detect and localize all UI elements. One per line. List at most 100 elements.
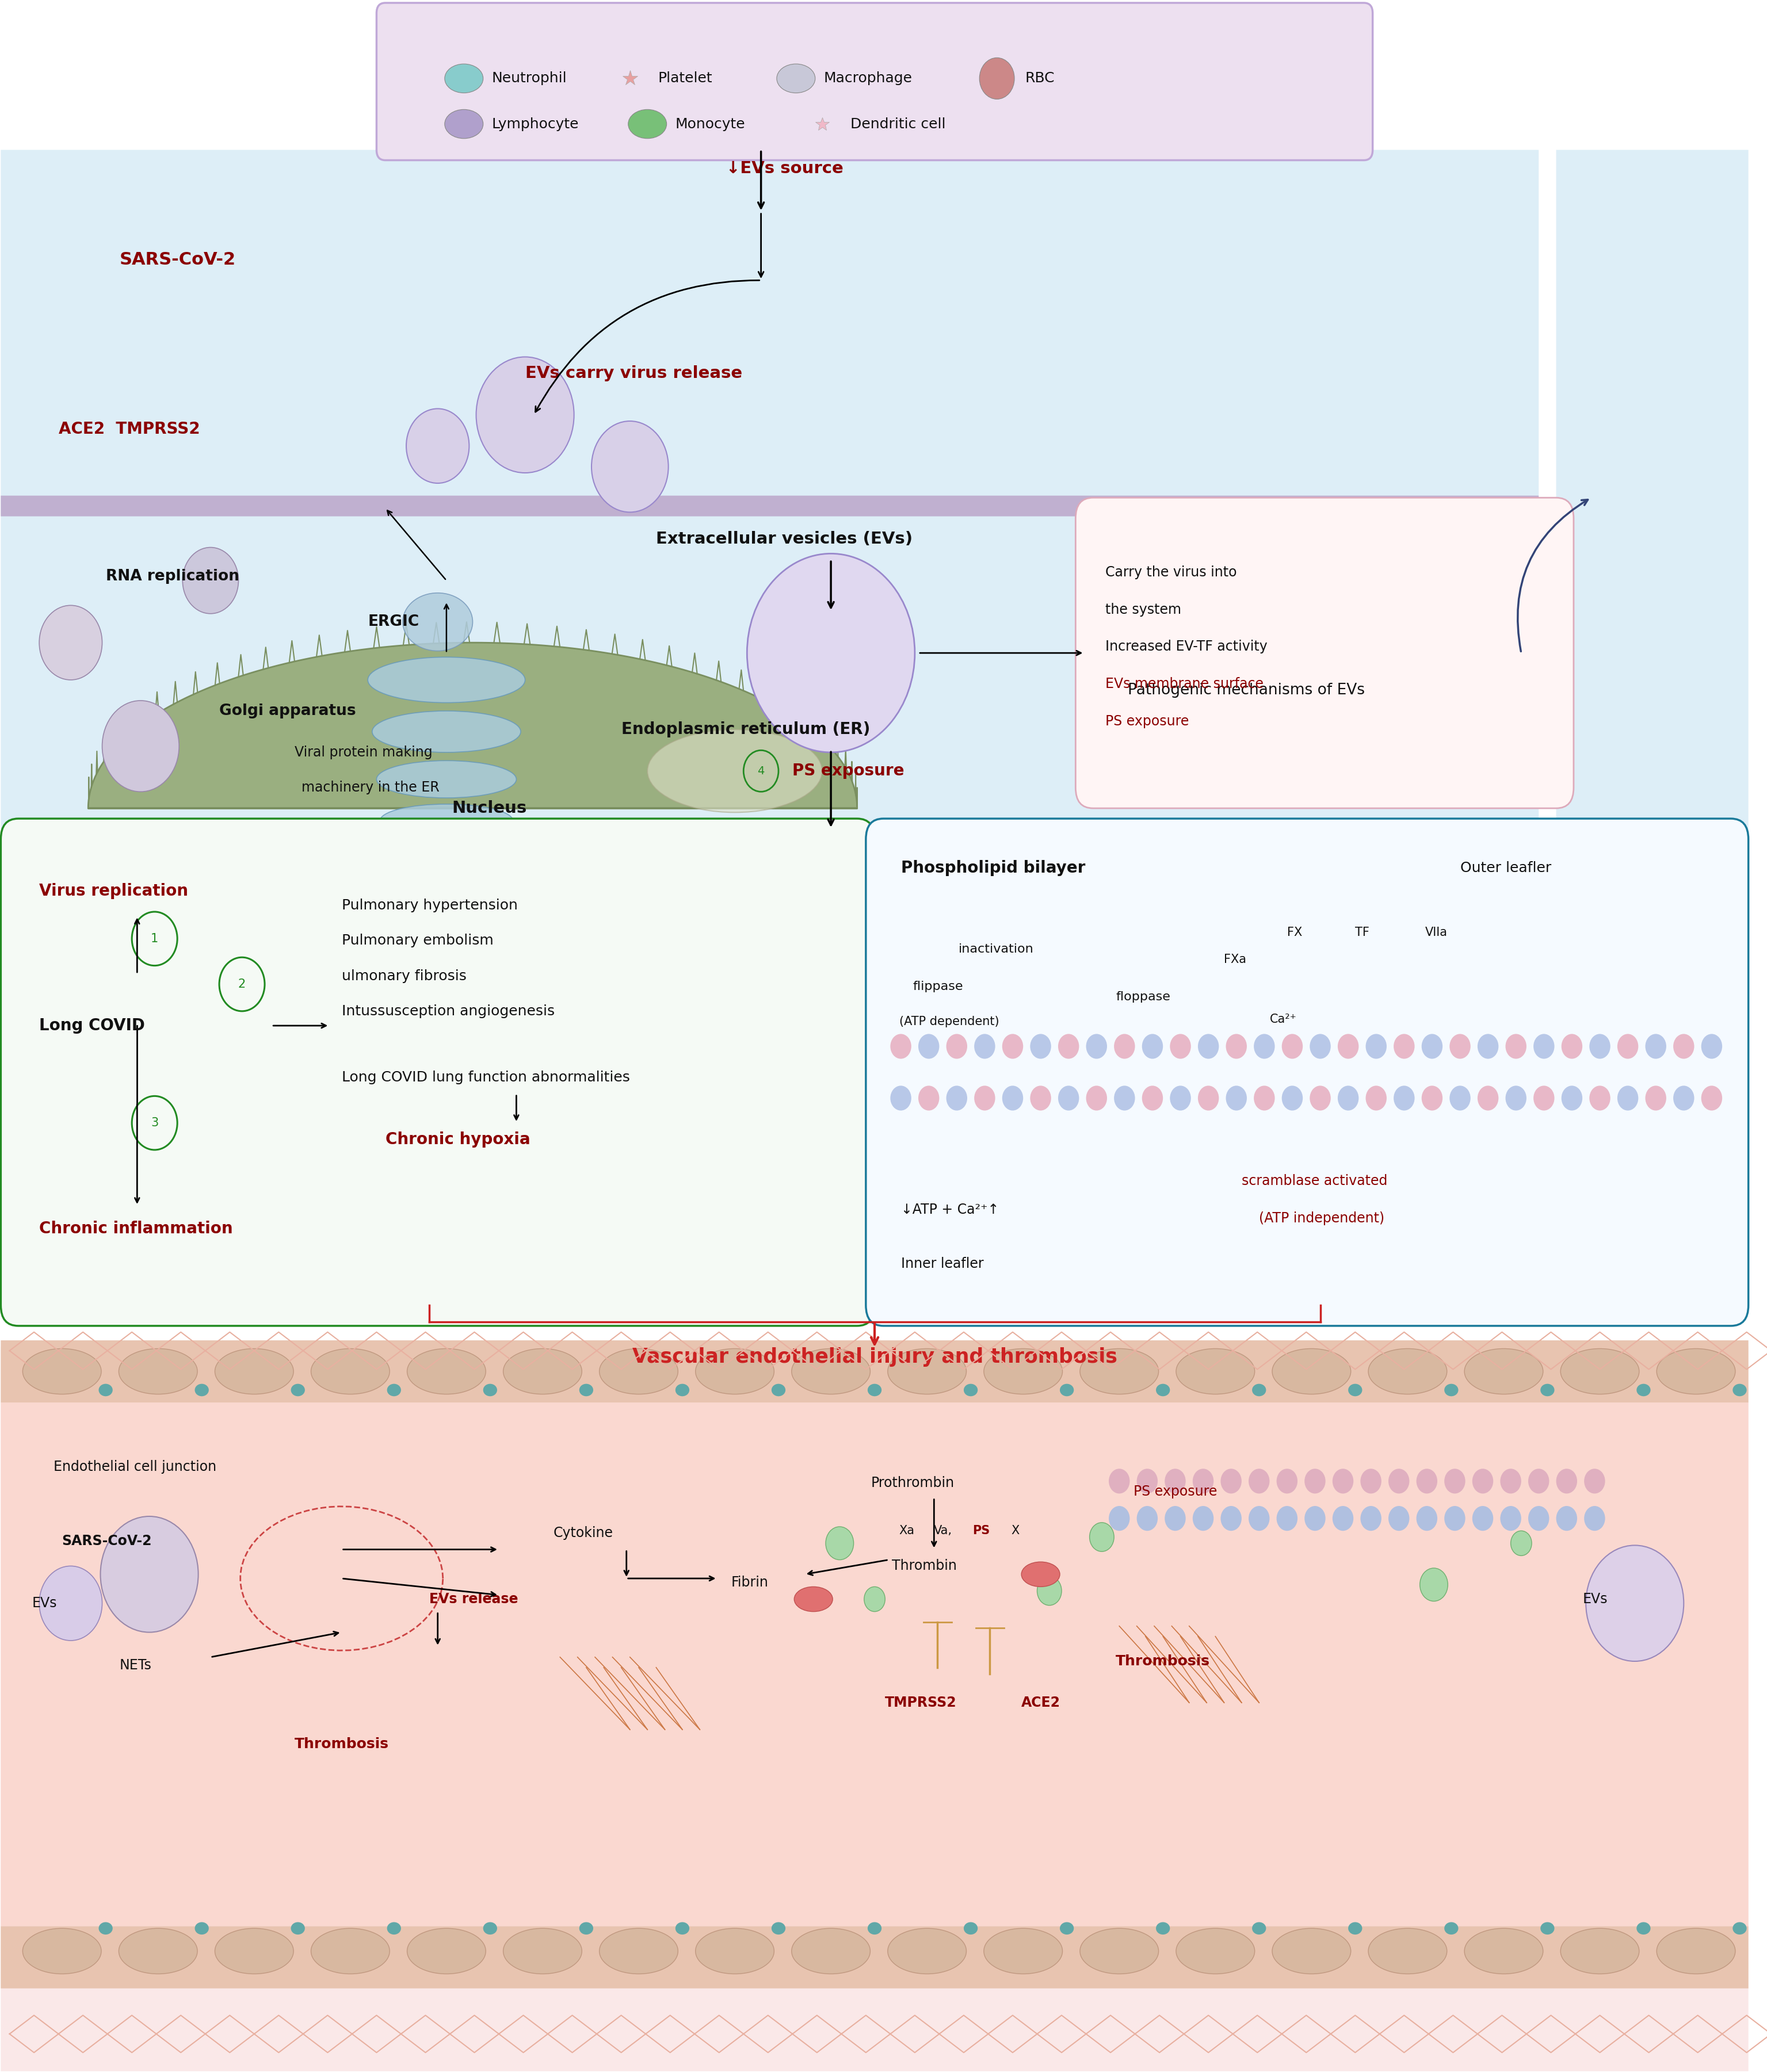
Circle shape — [1164, 1469, 1186, 1494]
Text: Outer leafler: Outer leafler — [1460, 862, 1551, 874]
Text: PS exposure: PS exposure — [792, 762, 905, 779]
Ellipse shape — [1348, 1923, 1362, 1935]
Circle shape — [1255, 1034, 1274, 1059]
Circle shape — [1281, 1086, 1302, 1111]
Ellipse shape — [792, 1349, 869, 1394]
Ellipse shape — [292, 1384, 306, 1397]
Ellipse shape — [1177, 1929, 1255, 1975]
Circle shape — [1366, 1034, 1387, 1059]
Ellipse shape — [675, 1923, 689, 1935]
Circle shape — [1002, 1034, 1023, 1059]
Circle shape — [1198, 1034, 1219, 1059]
Text: (ATP dependent): (ATP dependent) — [899, 1015, 998, 1028]
Text: TF: TF — [1355, 926, 1369, 939]
Ellipse shape — [772, 1923, 786, 1935]
Text: ulmonary fibrosis: ulmonary fibrosis — [341, 970, 466, 982]
Text: ACE2  TMPRSS2: ACE2 TMPRSS2 — [58, 421, 200, 437]
Text: (ATP independent): (ATP independent) — [1260, 1212, 1385, 1225]
Circle shape — [1562, 1086, 1583, 1111]
Ellipse shape — [887, 1929, 967, 1975]
Circle shape — [1673, 1086, 1695, 1111]
Ellipse shape — [23, 1349, 101, 1394]
Ellipse shape — [387, 1923, 401, 1935]
Ellipse shape — [1368, 1929, 1447, 1975]
Text: Intussusception angiogenesis: Intussusception angiogenesis — [341, 1005, 555, 1017]
Text: Thrombin: Thrombin — [892, 1558, 958, 1573]
Text: Golgi apparatus: Golgi apparatus — [219, 704, 355, 719]
Ellipse shape — [216, 1349, 293, 1394]
Circle shape — [1221, 1506, 1242, 1531]
Ellipse shape — [311, 1929, 391, 1975]
Circle shape — [1090, 1523, 1113, 1552]
Ellipse shape — [504, 1349, 581, 1394]
Ellipse shape — [1636, 1923, 1650, 1935]
Circle shape — [475, 356, 574, 472]
FancyBboxPatch shape — [0, 1341, 1748, 1403]
Circle shape — [891, 1034, 912, 1059]
Circle shape — [1444, 1469, 1465, 1494]
Ellipse shape — [376, 760, 516, 798]
Text: Thrombosis: Thrombosis — [295, 1736, 389, 1751]
Text: RBC: RBC — [1025, 73, 1055, 85]
Text: Extracellular vesicles (EVs): Extracellular vesicles (EVs) — [656, 530, 914, 547]
Circle shape — [1585, 1469, 1604, 1494]
Text: machinery in the ER: machinery in the ER — [302, 781, 440, 794]
Text: the system: the system — [1106, 603, 1180, 615]
Text: VIIa: VIIa — [1426, 926, 1447, 939]
Circle shape — [1030, 1034, 1051, 1059]
Text: Xa: Xa — [899, 1525, 915, 1537]
Ellipse shape — [1253, 1384, 1267, 1397]
Circle shape — [1276, 1469, 1297, 1494]
Circle shape — [1645, 1086, 1666, 1111]
FancyBboxPatch shape — [0, 1347, 1748, 2072]
Ellipse shape — [1348, 1384, 1362, 1397]
FancyBboxPatch shape — [0, 1403, 1748, 1927]
Circle shape — [1087, 1086, 1108, 1111]
Circle shape — [1304, 1469, 1325, 1494]
Ellipse shape — [696, 1349, 774, 1394]
Circle shape — [891, 1086, 912, 1111]
Ellipse shape — [1080, 1929, 1159, 1975]
Text: FXa: FXa — [1225, 953, 1246, 966]
Text: Pulmonary hypertension: Pulmonary hypertension — [341, 899, 518, 912]
Text: 1: 1 — [150, 932, 159, 945]
Ellipse shape — [445, 110, 482, 139]
Ellipse shape — [1368, 1349, 1447, 1394]
Ellipse shape — [99, 1384, 113, 1397]
Circle shape — [102, 700, 178, 792]
Ellipse shape — [1253, 1923, 1267, 1935]
Circle shape — [1477, 1034, 1498, 1059]
Circle shape — [1332, 1506, 1354, 1531]
Ellipse shape — [647, 729, 822, 812]
Ellipse shape — [194, 1923, 209, 1935]
Ellipse shape — [504, 1929, 581, 1975]
Ellipse shape — [482, 1923, 497, 1935]
Text: NETs: NETs — [120, 1658, 152, 1672]
Text: ↓EVs source: ↓EVs source — [726, 160, 843, 176]
Ellipse shape — [696, 1929, 774, 1975]
FancyBboxPatch shape — [0, 1927, 1748, 1989]
Text: Increased EV-TF activity: Increased EV-TF activity — [1106, 640, 1267, 653]
FancyBboxPatch shape — [1557, 149, 1748, 833]
Ellipse shape — [984, 1349, 1062, 1394]
Circle shape — [1617, 1086, 1638, 1111]
Text: Ca²⁺: Ca²⁺ — [1269, 1013, 1297, 1026]
Ellipse shape — [118, 1929, 198, 1975]
Circle shape — [1170, 1086, 1191, 1111]
Text: ERGIC: ERGIC — [368, 615, 419, 630]
Circle shape — [947, 1086, 967, 1111]
Text: Monocyte: Monocyte — [675, 118, 746, 131]
Circle shape — [1255, 1086, 1274, 1111]
Circle shape — [1108, 1469, 1129, 1494]
Ellipse shape — [675, 1384, 689, 1397]
Ellipse shape — [406, 1929, 486, 1975]
Text: FX: FX — [1286, 926, 1302, 939]
Ellipse shape — [292, 1923, 306, 1935]
Circle shape — [1422, 1034, 1442, 1059]
Circle shape — [1332, 1469, 1354, 1494]
Ellipse shape — [1177, 1349, 1255, 1394]
Ellipse shape — [599, 1929, 679, 1975]
Circle shape — [592, 421, 668, 512]
Text: Lymphocyte: Lymphocyte — [491, 118, 580, 131]
FancyBboxPatch shape — [0, 495, 1539, 516]
